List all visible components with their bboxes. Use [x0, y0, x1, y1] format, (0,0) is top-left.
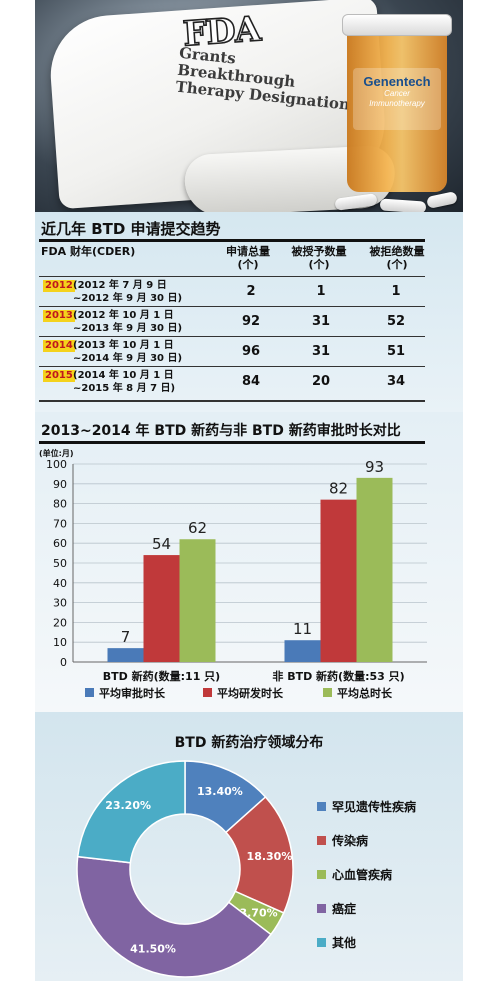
total-value: 84	[241, 374, 261, 389]
brand-subtitle: Cancer Immunotherapy	[353, 89, 441, 109]
total-value: 96	[241, 344, 261, 359]
data-label: 7	[121, 628, 131, 646]
y-tick-label: 90	[53, 478, 67, 491]
legend-swatch	[203, 688, 212, 697]
bar	[179, 539, 216, 662]
slice-label: 41.50%	[130, 942, 176, 955]
legend-label: 其他	[332, 935, 356, 950]
pill-bottle-image	[347, 22, 447, 192]
data-label: 62	[188, 519, 207, 537]
table-row: 2013 (2012 年 10 月 1 日 ~2013 年 9 月 30 日) …	[39, 306, 425, 336]
bottle-label: Genentech Cancer Immunotherapy	[353, 68, 441, 130]
donut-chart-title: BTD 新药治疗领域分布	[174, 735, 324, 751]
x-tick-label: BTD 新药(数量:11 只)	[103, 669, 220, 683]
year-badge: 2012	[43, 280, 75, 292]
granted-value: 31	[311, 314, 331, 329]
y-tick-label: 50	[53, 557, 67, 570]
legend-swatch	[323, 688, 332, 697]
bottle-cap-image	[342, 14, 452, 36]
brand-name: Genentech	[363, 74, 431, 89]
legend-swatch	[317, 802, 326, 811]
pill-image	[426, 191, 458, 209]
donut-chart: 13.40% 18.30% 3.70% 41.50% 23.20% 罕见遗传性疾病传染病心…	[76, 760, 416, 978]
y-tick-label: 10	[53, 636, 67, 649]
table-row: 2014 (2013 年 10 月 1 日 ~2014 年 9 月 30 日) …	[39, 336, 425, 366]
denied-value: 34	[386, 374, 406, 389]
legend-swatch	[317, 938, 326, 947]
legend-swatch	[317, 836, 326, 845]
slice-label: 13.40%	[197, 785, 243, 798]
y-tick-label: 0	[60, 656, 67, 669]
total-value: 92	[241, 314, 261, 329]
bar	[284, 640, 321, 662]
bar-chart: (单位:月) 0 10 20 30 40 50 60 70 80 90 100 7 54 62 BTD 新药(…	[39, 448, 427, 700]
bar	[356, 477, 393, 662]
period-text: (2013 年 10 月 1 日 ~2014 年 9 月 30 日)	[73, 340, 183, 364]
legend-swatch	[85, 688, 94, 697]
y-tick-label: 70	[53, 517, 67, 530]
section-title: 近几年 BTD 申请提交趋势	[41, 220, 221, 238]
legend-label: 癌症	[332, 901, 356, 916]
brand-subtitle-line-1: Cancer	[384, 89, 410, 98]
bar-chart-title: 2013~2014 年 BTD 新药与非 BTD 新药审批时长对比	[41, 423, 401, 439]
bar	[143, 555, 180, 662]
slice-label: 18.30%	[247, 850, 293, 863]
denied-value: 51	[386, 344, 406, 359]
y-tick-label: 20	[53, 616, 67, 629]
title-rule	[39, 441, 425, 444]
legend-swatch	[317, 870, 326, 879]
header-denied: 被拒绝数量 (个)	[369, 245, 425, 271]
table-row: 2015 (2014 年 10 月 1 日 ~2015 年 8 月 7 日) 8…	[39, 366, 425, 396]
slice-label: 3.70%	[239, 907, 277, 920]
data-label: 82	[329, 480, 348, 498]
granted-value: 20	[311, 374, 331, 389]
y-tick-label: 40	[53, 577, 67, 590]
donut-slice	[76, 855, 272, 978]
denied-value: 1	[391, 284, 401, 299]
slice-label: 23.20%	[105, 799, 151, 812]
header-fiscal-year: FDA 财年(CDER)	[41, 245, 136, 258]
therapy-area-section: BTD 新药治疗领域分布 13.40% 18.30% 3.70% 41.50% 23.2…	[35, 712, 463, 981]
infographic: FDA Grants Breakthrough Therapy Designat…	[35, 0, 463, 981]
y-axis-label: (单位:月)	[39, 448, 74, 458]
y-tick-label: 30	[53, 597, 67, 610]
legend-label: 平均研发时长	[217, 686, 284, 700]
header-granted: 被授予数量 (个)	[291, 245, 347, 271]
denied-value: 52	[386, 314, 406, 329]
total-value: 2	[246, 284, 256, 299]
y-tick-label: 80	[53, 498, 67, 511]
approval-time-section: 2013~2014 年 BTD 新药与非 BTD 新药审批时长对比 (单位:月)…	[35, 412, 463, 712]
legend-label: 心血管疾病	[332, 867, 392, 882]
banner-illustration: FDA Grants Breakthrough Therapy Designat…	[35, 0, 463, 222]
y-tick-label: 100	[46, 458, 67, 471]
bar	[320, 499, 357, 662]
legend-label: 平均总时长	[337, 686, 393, 700]
btd-trend-section: 近几年 BTD 申请提交趋势 FDA 财年(CDER) 申请总量 (个) 被授予…	[35, 212, 463, 412]
period-text: (2012 年 10 月 1 日 ~2013 年 9 月 30 日)	[73, 310, 183, 334]
year-badge: 2014	[43, 340, 75, 352]
granted-value: 1	[316, 284, 326, 299]
y-tick-label: 60	[53, 537, 67, 550]
donut-slice	[76, 760, 186, 864]
legend-label: 平均审批时长	[99, 686, 166, 700]
legend-label: 传染病	[331, 833, 368, 848]
data-label: 54	[152, 535, 171, 553]
year-badge: 2013	[43, 310, 75, 322]
title-rule	[39, 239, 425, 242]
legend-label: 罕见遗传性疾病	[332, 799, 416, 814]
bar	[107, 648, 144, 662]
period-text: (2014 年 10 月 1 日 ~2015 年 8 月 7 日)	[73, 370, 176, 394]
header-total: 申请总量 (个)	[226, 245, 270, 271]
legend-swatch	[317, 904, 326, 913]
x-tick-label: 非 BTD 新药(数量:53 只)	[272, 669, 404, 683]
brand-subtitle-line-2: Immunotherapy	[369, 99, 425, 108]
period-text: (2012 年 7 月 9 日 ~2012 年 9 月 30 日)	[73, 280, 183, 304]
year-badge: 2015	[43, 370, 75, 382]
table-bottom-rule	[39, 400, 425, 402]
table-row: 2012 (2012 年 7 月 9 日 ~2012 年 9 月 30 日) 2…	[39, 276, 425, 306]
data-label: 93	[365, 458, 384, 476]
granted-value: 31	[311, 344, 331, 359]
data-label: 11	[293, 620, 312, 638]
